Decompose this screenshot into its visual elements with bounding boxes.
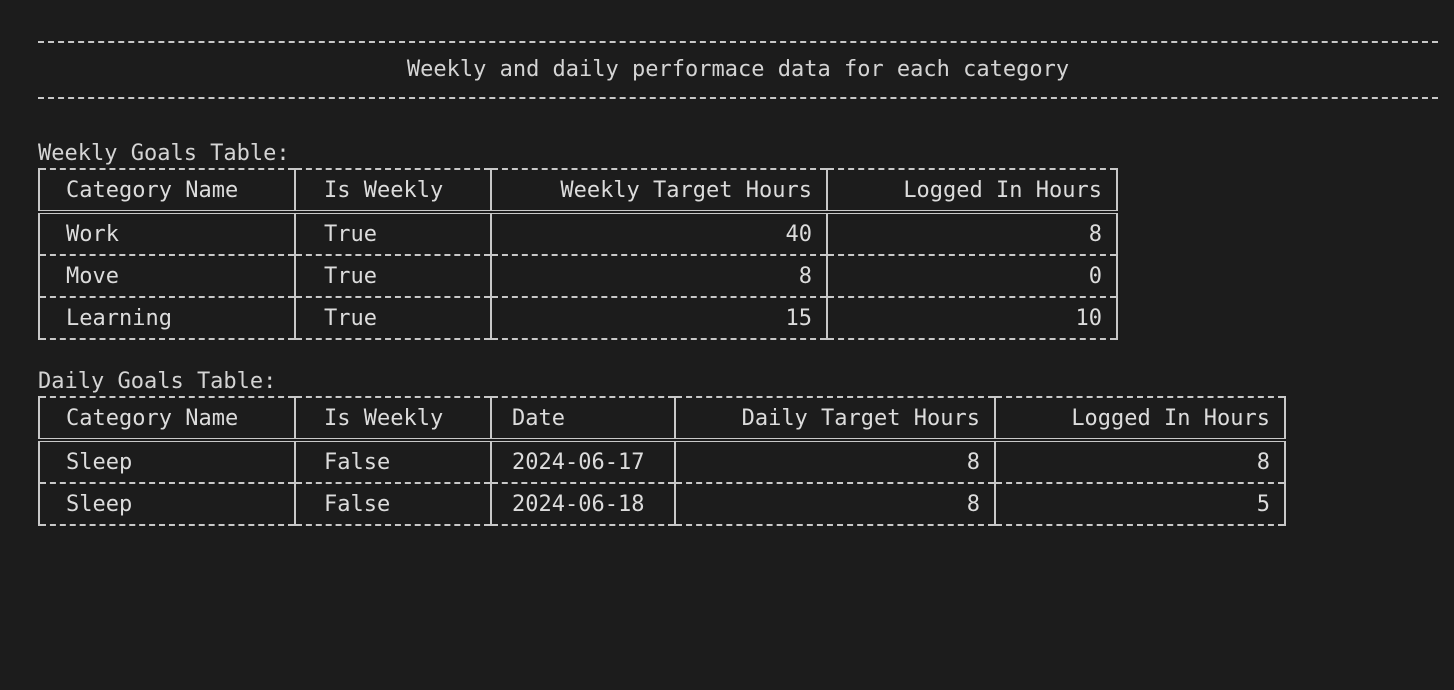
column-header: Logged In Hours (994, 396, 1286, 442)
table-header-row: Category Name Is Weekly Weekly Target Ho… (38, 168, 1118, 214)
column-header: Is Weekly (294, 396, 492, 442)
weekly-goals-table: Category Name Is Weekly Weekly Target Ho… (38, 168, 1118, 340)
banner-title: Weekly and daily performace data for eac… (406, 57, 1070, 82)
table-row: Learning True 15 10 (38, 297, 1118, 340)
table-row: Work True 40 8 (38, 212, 1118, 256)
daily-table-title: Daily Goals Table: (38, 369, 277, 394)
column-header: Weekly Target Hours (490, 168, 828, 214)
column-header: Is Weekly (294, 168, 492, 214)
table-cell: Move (38, 255, 296, 298)
table-row: Sleep False 2024-06-18 8 5 (38, 483, 1286, 526)
table-cell: 8 (826, 212, 1118, 256)
table-cell: True (294, 212, 492, 256)
weekly-table-title: Weekly Goals Table: (38, 141, 290, 166)
table-cell: 10 (826, 297, 1118, 340)
table-cell: False (294, 440, 492, 484)
table-cell: Work (38, 212, 296, 256)
table-cell: 2024-06-17 (490, 440, 676, 484)
table-row: Sleep False 2024-06-17 8 8 (38, 440, 1286, 484)
banner-bottom-rule (38, 84, 1438, 112)
table-cell: Learning (38, 297, 296, 340)
table-cell: Sleep (38, 483, 296, 526)
table-cell: 8 (994, 440, 1286, 484)
table-cell: 15 (490, 297, 828, 340)
table-row: Move True 8 0 (38, 255, 1118, 298)
terminal-output: Weekly and daily performace data for eac… (38, 28, 1438, 526)
table-cell: Sleep (38, 440, 296, 484)
table-cell: 40 (490, 212, 828, 256)
column-header: Daily Target Hours (674, 396, 996, 442)
daily-goals-table: Category Name Is Weekly Date Daily Targe… (38, 396, 1286, 526)
column-header: Date (490, 396, 676, 442)
column-header: Category Name (38, 396, 296, 442)
table-cell: 2024-06-18 (490, 483, 676, 526)
table-cell: True (294, 255, 492, 298)
table-cell: 5 (994, 483, 1286, 526)
column-header: Category Name (38, 168, 296, 214)
table-cell: 8 (674, 483, 996, 526)
table-cell: 8 (674, 440, 996, 484)
column-header: Logged In Hours (826, 168, 1118, 214)
table-header-row: Category Name Is Weekly Date Daily Targe… (38, 396, 1286, 442)
banner-top-rule (38, 28, 1438, 56)
table-cell: 8 (490, 255, 828, 298)
table-cell: False (294, 483, 492, 526)
table-cell: 0 (826, 255, 1118, 298)
table-cell: True (294, 297, 492, 340)
